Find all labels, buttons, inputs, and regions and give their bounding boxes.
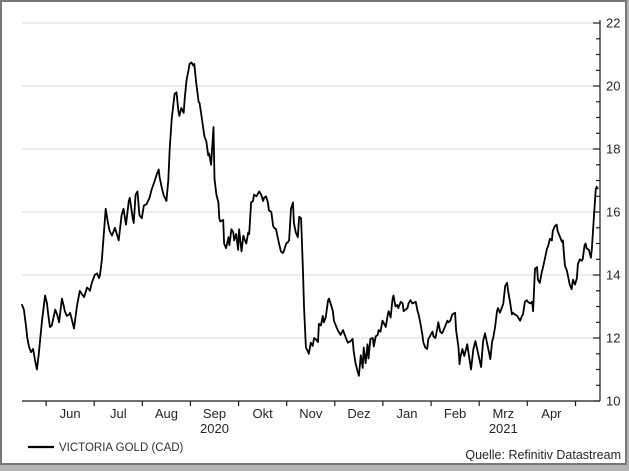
x-axis-month-label: Aug — [155, 406, 178, 421]
source-credit: Quelle: Refinitiv Datastream — [465, 448, 621, 461]
x-axis-month-label: Jul — [110, 406, 127, 421]
x-axis-month-label: Nov — [299, 406, 323, 421]
x-axis-month-label: Dez — [347, 406, 370, 421]
gridlines-layer — [22, 22, 600, 339]
x-axis-year-label: 2020 — [200, 421, 229, 436]
axes-layer — [22, 20, 601, 406]
x-axis-month-label: Jun — [60, 406, 81, 421]
x-axis-month-label: Mrz — [492, 406, 514, 421]
legend-label: VICTORIA GOLD (CAD) — [59, 442, 184, 454]
x-axis-year-label: 2021 — [489, 421, 518, 436]
y-axis-label: 14 — [606, 268, 620, 283]
y-axis-label: 16 — [606, 205, 620, 220]
y-axis-label: 20 — [606, 79, 620, 94]
y-axis-label: 18 — [606, 142, 620, 157]
x-axis-month-label: Sep — [203, 406, 226, 421]
price-line — [21, 61, 599, 377]
series-layer — [21, 61, 599, 377]
axis-labels-layer: 10 12 14 16 18 20 22 Jun Jul Aug Sep Okt Nov Dez Jan Fe… — [60, 16, 621, 437]
x-axis-month-label: Apr — [541, 406, 562, 421]
y-axis-label: 10 — [606, 394, 620, 409]
x-axis-month-label: Okt — [252, 406, 273, 421]
x-axis-month-label: Jan — [397, 406, 418, 421]
legend: VICTORIA GOLD (CAD) — [28, 442, 184, 454]
y-axis-label: 12 — [606, 331, 620, 346]
y-axis-label: 22 — [606, 16, 620, 31]
x-axis-month-label: Feb — [444, 406, 466, 421]
price-chart: 10 12 14 16 18 20 22 Jun Jul Aug Sep Okt Nov Dez Jan Fe… — [21, 16, 621, 461]
